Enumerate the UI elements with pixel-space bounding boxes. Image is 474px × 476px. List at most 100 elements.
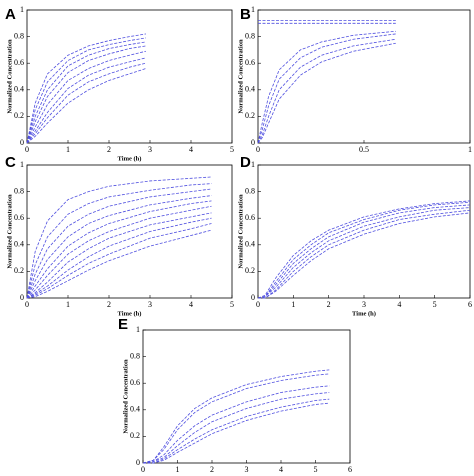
curve [143, 398, 330, 464]
x-tick-label: 0 [141, 465, 145, 474]
x-tick-label: 6 [468, 300, 472, 309]
axes-box [26, 164, 233, 299]
x-tick-label: 1 [66, 145, 70, 154]
curve [26, 229, 212, 299]
curve [26, 68, 147, 144]
y-tick-label: 0.8 [14, 186, 24, 195]
curve [257, 207, 471, 299]
x-tick-label: 4 [189, 300, 193, 309]
curve [26, 45, 146, 144]
x-tick-label: 3 [245, 465, 249, 474]
y-axis-label: Normalized Concentration [6, 194, 13, 269]
curve [26, 176, 212, 299]
curve [26, 217, 212, 299]
x-tick-label: 4 [397, 300, 401, 309]
y-tick-label: 0 [20, 138, 24, 147]
y-tick-label: 0.6 [130, 378, 140, 387]
x-axis-label: Time (h) [118, 310, 142, 317]
y-axis-label: Normalized Concentration [6, 39, 13, 114]
x-tick-label: 1 [176, 465, 180, 474]
x-tick-label: 5 [433, 300, 437, 309]
y-tick-label: 1 [251, 5, 255, 14]
x-tick-label: 3 [362, 300, 366, 309]
curve [26, 200, 212, 299]
y-tick-label: 0.2 [14, 266, 24, 275]
y-tick-label: 0.8 [14, 31, 24, 40]
curve [26, 50, 146, 144]
x-tick-label: 3 [148, 300, 152, 309]
x-tick-label: 6 [348, 465, 352, 474]
curve [26, 41, 146, 144]
x-tick-label: 2 [107, 300, 111, 309]
axes-box [26, 9, 233, 144]
curve [26, 57, 146, 144]
y-tick-label: 0.4 [245, 240, 255, 249]
panel-label: A [5, 6, 16, 23]
y-tick-label: 0.8 [245, 31, 255, 40]
y-tick-label: 0.4 [130, 405, 140, 414]
y-tick-label: 0.2 [245, 266, 255, 275]
y-tick-label: 0 [251, 138, 255, 147]
curve [258, 209, 471, 299]
y-tick-label: 0.6 [245, 213, 255, 222]
y-tick-label: 0 [251, 293, 255, 302]
curve [257, 200, 471, 299]
curve [26, 212, 212, 299]
curve [26, 33, 146, 144]
y-tick-label: 1 [20, 160, 24, 169]
y-tick-label: 0.6 [14, 58, 24, 67]
x-tick-label: 1 [291, 300, 295, 309]
curve [258, 212, 471, 299]
x-tick-label: 2 [210, 465, 214, 474]
y-tick-label: 0.4 [14, 85, 24, 94]
x-tick-label: 0 [256, 300, 260, 309]
y-tick-label: 1 [136, 325, 140, 334]
curve [142, 373, 330, 464]
x-tick-label: 0 [256, 145, 260, 154]
curve [143, 402, 330, 464]
axes-box [257, 9, 471, 144]
y-tick-label: 0.6 [245, 58, 255, 67]
y-tick-label: 0 [136, 458, 140, 467]
curve [26, 37, 146, 144]
x-tick-label: 2 [327, 300, 331, 309]
curve [26, 205, 212, 299]
y-tick-label: 1 [251, 160, 255, 169]
curve [142, 392, 330, 464]
curve [257, 38, 396, 144]
x-tick-label: 1 [66, 300, 70, 309]
y-axis-label: Normalized Concentration [122, 359, 129, 434]
y-tick-label: 0.8 [130, 351, 140, 360]
y-tick-label: 0.2 [130, 431, 140, 440]
x-tick-label: 5 [230, 300, 234, 309]
y-tick-label: 1 [20, 5, 24, 14]
curve [257, 30, 396, 144]
x-tick-label: 5 [314, 465, 318, 474]
panel-label: B [240, 6, 251, 23]
panel-label: E [118, 316, 128, 333]
curve [26, 188, 212, 299]
x-axis-label: Time (h) [118, 155, 142, 162]
x-tick-label: 4 [189, 145, 193, 154]
curve [26, 183, 212, 299]
x-tick-label: 0.5 [359, 145, 369, 154]
y-tick-label: 0 [20, 293, 24, 302]
panel-label: D [240, 154, 251, 171]
y-tick-label: 0.4 [245, 85, 255, 94]
axes-box [142, 329, 351, 464]
y-tick-label: 0.6 [14, 213, 24, 222]
x-axis-label: Time (h) [352, 310, 376, 317]
y-axis-label: Normalized Concentration [237, 39, 244, 114]
x-tick-label: 0 [25, 300, 29, 309]
curve [26, 195, 212, 299]
curve [257, 201, 471, 299]
curve [257, 204, 471, 299]
x-tick-label: 3 [148, 145, 152, 154]
x-tick-label: 2 [107, 145, 111, 154]
curve [142, 385, 330, 464]
x-tick-label: 4 [279, 465, 283, 474]
y-tick-label: 0.8 [245, 186, 255, 195]
curve [257, 42, 396, 144]
y-tick-label: 0.4 [14, 240, 24, 249]
